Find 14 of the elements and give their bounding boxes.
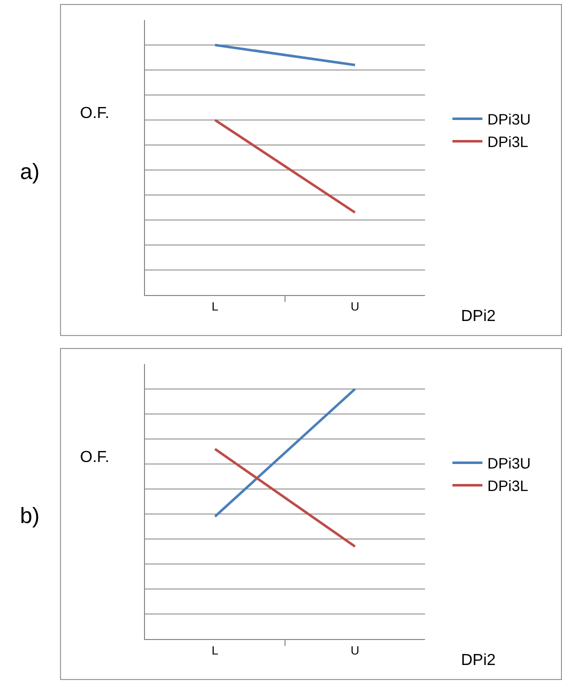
x-tick-label: L <box>212 299 219 314</box>
x-tick-label: U <box>350 643 360 658</box>
x-axis-title: DPi2 <box>461 652 496 669</box>
y-axis-title: O.F. <box>80 105 110 122</box>
legend-label: DPi3L <box>487 478 528 496</box>
x-tick-label: L <box>212 643 219 658</box>
x-axis-title: DPi2 <box>461 308 496 325</box>
legend-label: DPi3U <box>487 112 531 129</box>
text: b) <box>20 503 40 528</box>
x-tick-label: U <box>350 299 360 314</box>
y-axis-title: O.F. <box>80 449 110 466</box>
legend-label: DPi3L <box>487 134 528 152</box>
text: a) <box>20 159 40 184</box>
legend-label: DPi3U <box>487 456 531 473</box>
